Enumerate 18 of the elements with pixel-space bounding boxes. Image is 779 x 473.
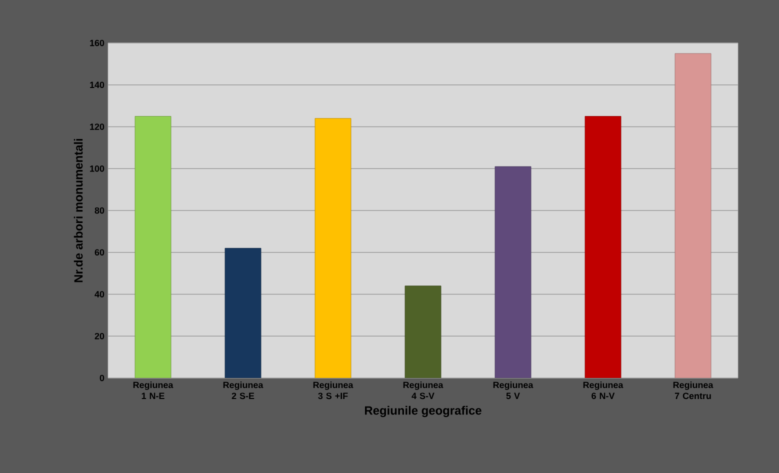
- x-tick-label: Regiunea 2 S-E: [223, 382, 264, 400]
- x-tick-label: Regiunea 4 S-V: [403, 382, 444, 400]
- y-tick-label: 0: [100, 374, 104, 382]
- y-tick-label: 100: [90, 165, 104, 172]
- x-axis-title: Regiunile geografice: [365, 406, 482, 418]
- y-tick-label: 40: [94, 291, 104, 298]
- y-tick-label: 20: [94, 332, 104, 340]
- y-tick-label: 60: [94, 249, 104, 256]
- x-tick-label: Regiunea 6 N-V: [583, 382, 624, 400]
- x-tick-label: Regiunea 7 Centru: [673, 382, 714, 400]
- y-axis-title: Nr.de arbori monumentali: [74, 138, 83, 282]
- y-tick-label: 80: [94, 207, 104, 214]
- x-tick-label: Regiunea 5 V: [493, 382, 534, 400]
- x-tick-label: Regiunea 1 N-E: [133, 382, 174, 399]
- y-tick-label: 160: [90, 40, 104, 46]
- y-tick-label: 140: [90, 82, 104, 88]
- y-tick-label: 120: [90, 124, 104, 130]
- x-tick-label: Regiunea 3 S +IF: [313, 382, 354, 400]
